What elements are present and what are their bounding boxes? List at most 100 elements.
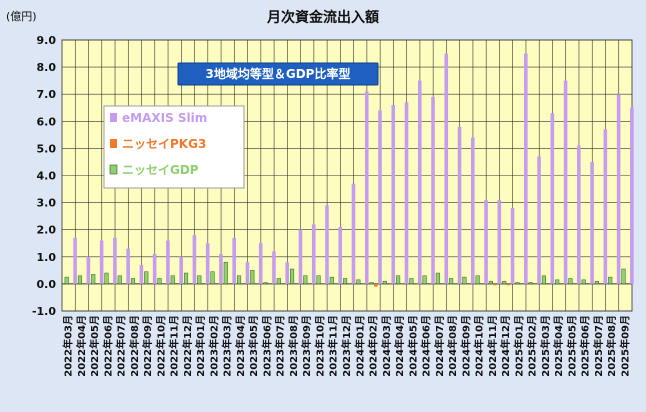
bar-emaxis-slim — [298, 229, 303, 284]
x-tick-label: 2023年04月 — [234, 315, 247, 377]
bar-emaxis-slim — [73, 237, 77, 284]
bar-nissay-gdp — [462, 276, 467, 285]
x-tick-label: 2022年07月 — [115, 315, 128, 377]
bar-emaxis-slim — [417, 80, 422, 284]
y-tick-label: 5.0 — [37, 142, 57, 155]
x-tick-label: 2025年09月 — [618, 315, 631, 377]
x-tick-label: 2023年02月 — [207, 315, 220, 377]
bar-nissay-gdp — [64, 276, 69, 285]
bar-nissay-pkg3 — [506, 283, 511, 286]
legend-label: eMAXIS Slim — [122, 111, 207, 125]
x-tick-label: 2022年03月 — [62, 315, 75, 377]
bar-nissay-pkg3 — [493, 283, 497, 286]
bar-nissay-gdp — [91, 274, 96, 285]
bar-nissay-gdp — [316, 275, 321, 285]
bar-nissay-gdp — [515, 282, 520, 285]
y-tick-label: 1.0 — [37, 251, 57, 264]
x-tick-label: 2023年05月 — [247, 315, 260, 377]
legend-swatch — [110, 113, 117, 122]
bar-nissay-pkg3 — [374, 283, 378, 287]
bar-emaxis-slim — [444, 53, 449, 284]
chart-title: 月次資金流出入額 — [266, 9, 379, 26]
bar-nissay-gdp — [170, 275, 175, 285]
x-tick-label: 2025年03月 — [539, 315, 552, 377]
x-tick-label: 2022年05月 — [88, 315, 101, 377]
bar-nissay-gdp — [329, 276, 334, 285]
bar-nissay-gdp — [369, 282, 374, 285]
x-tick-label: 2024年09月 — [459, 315, 472, 377]
bar-nissay-gdp — [157, 278, 162, 285]
bars-group — [64, 53, 634, 287]
subtitle-box: 3地域均等型＆GDP比率型 — [177, 62, 379, 86]
bar-emaxis-slim — [205, 243, 210, 284]
bar-nissay-gdp — [555, 279, 560, 285]
bar-nissay-gdp — [396, 275, 401, 285]
bar-emaxis-slim — [245, 262, 250, 284]
bar-emaxis-slim — [351, 183, 356, 284]
y-tick-label: 4.0 — [37, 170, 57, 183]
legend: eMAXIS Slim ニッセイPKG3 ニッセイGDP — [103, 105, 245, 189]
x-tick-label: 2022年11月 — [168, 315, 181, 377]
bar-emaxis-slim — [378, 110, 382, 284]
bar-emaxis-slim — [338, 226, 343, 284]
y-tick-label: 2.0 — [37, 224, 57, 237]
bar-emaxis-slim — [537, 156, 541, 284]
bar-nissay-gdp — [236, 275, 242, 285]
x-tick-label: 2025年04月 — [552, 315, 565, 377]
bar-emaxis-slim — [590, 161, 594, 284]
x-tick-label: 2024年08月 — [446, 315, 459, 377]
x-tick-label: 2023年07月 — [274, 315, 287, 377]
bar-emaxis-slim — [630, 107, 634, 284]
x-tick-label: 2025年05月 — [565, 315, 578, 377]
subtitle-text: 3地域均等型＆GDP比率型 — [206, 66, 351, 81]
x-tick-label: 2022年10月 — [154, 315, 167, 377]
y-tick-label: 7.0 — [37, 88, 57, 101]
bar-emaxis-slim — [510, 208, 515, 284]
bar-nissay-gdp — [409, 278, 414, 285]
bar-emaxis-slim — [577, 145, 581, 284]
y-tick-label: 6.0 — [37, 115, 57, 128]
bar-emaxis-slim — [470, 137, 475, 284]
bar-nissay-gdp — [621, 268, 626, 285]
bar-nissay-gdp — [197, 275, 202, 285]
x-tick-label: 2022年06月 — [101, 315, 114, 377]
bar-nissay-gdp — [144, 271, 149, 285]
bar-emaxis-slim — [219, 254, 223, 284]
bar-emaxis-slim — [272, 251, 276, 284]
x-tick-label: 2024年01月 — [353, 315, 366, 377]
x-tick-label: 2024年07月 — [433, 315, 446, 377]
bar-nissay-gdp — [210, 271, 215, 285]
bar-nissay-gdp — [422, 275, 427, 285]
bar-emaxis-slim — [603, 129, 608, 284]
y-tick-label: 3.0 — [37, 197, 57, 210]
x-tick-label: 2023年08月 — [287, 315, 300, 377]
x-tick-label: 2023年12月 — [340, 315, 353, 377]
x-tick-label: 2023年09月 — [300, 315, 313, 377]
x-tick-label: 2022年04月 — [75, 315, 88, 377]
bar-nissay-gdp — [183, 272, 189, 285]
bar-nissay-gdp — [568, 278, 573, 285]
bar-emaxis-slim — [139, 264, 144, 284]
bar-emaxis-slim — [86, 256, 91, 284]
bar-nissay-gdp — [303, 275, 308, 285]
x-tick-label: 2022年09月 — [141, 315, 154, 377]
y-tick-label: 8.0 — [37, 61, 57, 74]
bar-nissay-gdp — [488, 280, 493, 285]
bar-emaxis-slim — [524, 53, 528, 284]
x-tick-label: 2023年06月 — [260, 315, 273, 377]
bar-nissay-gdp — [475, 275, 480, 285]
x-tick-label: 2023年03月 — [221, 315, 234, 377]
bar-emaxis-slim — [457, 126, 462, 284]
bar-nissay-gdp — [276, 278, 281, 285]
unit-label: (億円) — [6, 10, 37, 23]
y-tick-label: 9.0 — [37, 34, 57, 47]
bar-nissay-gdp — [223, 261, 228, 285]
legend-swatch — [109, 164, 118, 175]
x-tick-label: 2024年03月 — [380, 315, 393, 377]
x-tick-label: 2025年08月 — [605, 315, 618, 377]
legend-swatch — [110, 139, 117, 148]
bar-emaxis-slim — [431, 96, 435, 284]
bar-emaxis-slim — [126, 248, 130, 284]
y-axis: 9.0 8.0 7.0 6.0 5.0 4.0 3.0 2.0 1.0 0.0 -1.0 — [32, 34, 56, 318]
